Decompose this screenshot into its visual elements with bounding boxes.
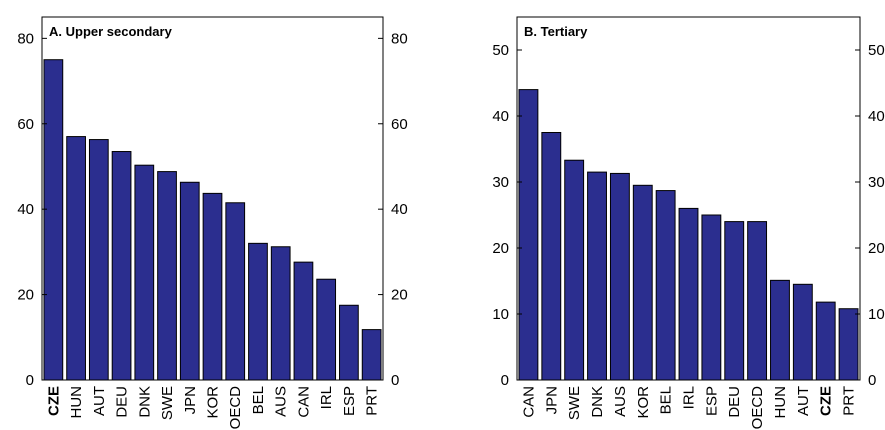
x-tick-label: BEL: [658, 386, 675, 414]
bar: [361, 329, 382, 381]
x-tick-label: ESP: [341, 386, 358, 416]
y-tick-label: 10: [492, 306, 509, 323]
y2-tick-label: 30: [868, 174, 885, 191]
x-tick-label: JPN: [543, 386, 560, 414]
y2-tick-label: 40: [391, 201, 408, 218]
bar: [270, 246, 291, 381]
bar: [541, 132, 562, 381]
bar: [111, 151, 132, 381]
bar: [770, 279, 790, 381]
x-tick-label: CAN: [520, 386, 537, 418]
bar: [609, 172, 630, 381]
x-tick-label: CZE: [818, 386, 835, 416]
x-tick-label: BEL: [250, 386, 267, 414]
x-tick-label: DEU: [114, 386, 131, 418]
y2-tick-label: 10: [868, 306, 885, 323]
y-tick-label: 40: [17, 201, 34, 218]
y2-tick-label: 40: [868, 108, 885, 125]
bar: [701, 214, 722, 381]
x-tick-label: JPN: [182, 386, 199, 414]
y-tick-label: 20: [17, 287, 34, 304]
y2-tick-label: 80: [391, 30, 408, 47]
x-tick-label: AUT: [91, 386, 108, 416]
x-tick-label: AUS: [612, 386, 629, 417]
y-tick-label: 80: [17, 30, 34, 47]
y2-tick-label: 0: [391, 372, 399, 389]
bar: [747, 221, 768, 381]
x-tick-label: KOR: [635, 386, 652, 419]
bar: [838, 308, 859, 381]
y-tick-label: 30: [492, 174, 509, 191]
x-tick-label: HUN: [68, 386, 85, 419]
bar: [518, 89, 539, 381]
bar: [225, 202, 246, 381]
bar: [655, 190, 676, 381]
bar: [587, 171, 607, 381]
bar: [293, 261, 314, 381]
bar: [792, 283, 813, 381]
y-tick-label: 50: [492, 42, 509, 59]
bar: [157, 171, 177, 381]
chart-title: B. Tertiary: [524, 24, 588, 39]
y-tick-label: 0: [26, 372, 34, 389]
x-tick-label: DEU: [726, 386, 743, 418]
x-tick-label: PRT: [841, 386, 858, 416]
x-tick-label: HUN: [772, 386, 789, 419]
bar: [88, 139, 109, 381]
bar: [564, 159, 585, 381]
x-tick-label: AUS: [273, 386, 290, 417]
x-tick-label: CAN: [295, 386, 312, 418]
x-tick-label: IRL: [681, 386, 698, 409]
y-tick-label: 20: [492, 240, 509, 257]
bar: [316, 278, 337, 381]
plot-frame: [41, 16, 384, 381]
y-tick-label: 60: [17, 116, 34, 133]
y2-tick-label: 60: [391, 116, 408, 133]
bar: [66, 136, 86, 381]
bar: [43, 59, 64, 381]
x-tick-label: AUT: [795, 386, 812, 416]
bar: [678, 207, 699, 381]
bar: [134, 164, 155, 381]
x-tick-label: CZE: [45, 386, 62, 416]
y2-tick-label: 50: [868, 42, 885, 59]
y-tick-label: 40: [492, 108, 509, 125]
x-tick-label: DNK: [589, 386, 606, 418]
x-tick-label: OECD: [749, 386, 766, 430]
bar: [202, 192, 223, 381]
bar: [339, 304, 359, 381]
bar: [724, 221, 745, 381]
bar: [248, 242, 268, 381]
bar: [632, 184, 653, 381]
y2-tick-label: 20: [391, 287, 408, 304]
x-tick-label: SWE: [566, 386, 583, 420]
plot-frame: [516, 16, 861, 381]
x-tick-label: DNK: [136, 386, 153, 418]
bar: [815, 301, 836, 381]
y2-tick-label: 0: [868, 372, 876, 389]
x-tick-label: OECD: [227, 386, 244, 430]
x-tick-label: SWE: [159, 386, 176, 420]
chart-title: A. Upper secondary: [49, 24, 173, 39]
y2-tick-label: 20: [868, 240, 885, 257]
y-tick-label: 0: [501, 372, 509, 389]
bar: [179, 181, 200, 381]
x-tick-label: PRT: [364, 386, 381, 416]
x-tick-label: IRL: [318, 386, 335, 409]
x-tick-label: ESP: [703, 386, 720, 416]
x-tick-label: KOR: [205, 386, 222, 419]
